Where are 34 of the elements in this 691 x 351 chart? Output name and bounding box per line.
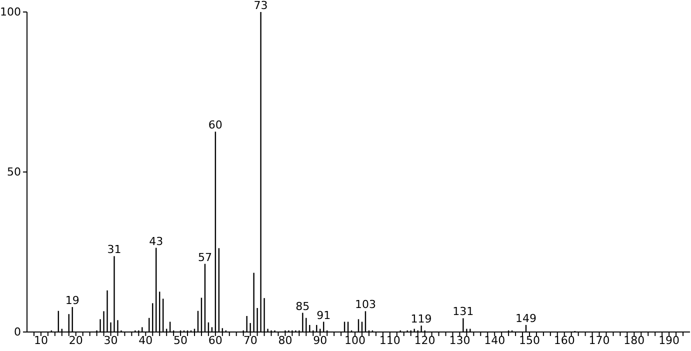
y-tick-label: 100 <box>0 6 21 19</box>
x-tick-label: 80 <box>278 334 292 347</box>
x-tick-label: 180 <box>624 334 645 347</box>
annotation: 131 <box>452 305 474 318</box>
annotation: 31 <box>107 243 122 256</box>
annotation: 103 <box>354 298 376 312</box>
annotation: 60 <box>208 118 222 132</box>
x-tick-label: 140 <box>484 334 506 347</box>
annotation: 85 <box>296 300 310 313</box>
x-tick-label: 130 <box>449 334 470 347</box>
annotation: 149 <box>515 312 536 325</box>
annotation: 57 <box>198 250 212 264</box>
x-tick-label: 100 <box>344 334 366 347</box>
x-tick-label: 20 <box>68 334 83 347</box>
x-tick-label: 60 <box>208 334 222 347</box>
x-tick-label: 50 <box>174 334 188 347</box>
x-tick-label: 170 <box>588 334 610 347</box>
x-tick-label: 90 <box>313 334 328 347</box>
annotation: 73 <box>254 0 268 12</box>
annotation: 43 <box>149 234 164 248</box>
annotation: 91 <box>316 308 331 322</box>
x-tick-label: 150 <box>518 334 540 347</box>
y-tick-label: 50 <box>7 166 21 179</box>
x-tick-label: 70 <box>243 334 258 347</box>
annotation: 19 <box>65 294 80 308</box>
x-tick-label: 120 <box>414 334 436 347</box>
x-tick-label: 190 <box>658 334 680 347</box>
x-tick-label: 40 <box>138 334 153 347</box>
y-tick-label: 0 <box>14 326 21 339</box>
x-tick-label: 110 <box>379 334 400 347</box>
annotation: 119 <box>410 312 432 326</box>
x-tick-label: 30 <box>104 334 118 347</box>
x-tick-label: 10 <box>34 334 48 347</box>
x-tick-label: 160 <box>554 334 575 347</box>
